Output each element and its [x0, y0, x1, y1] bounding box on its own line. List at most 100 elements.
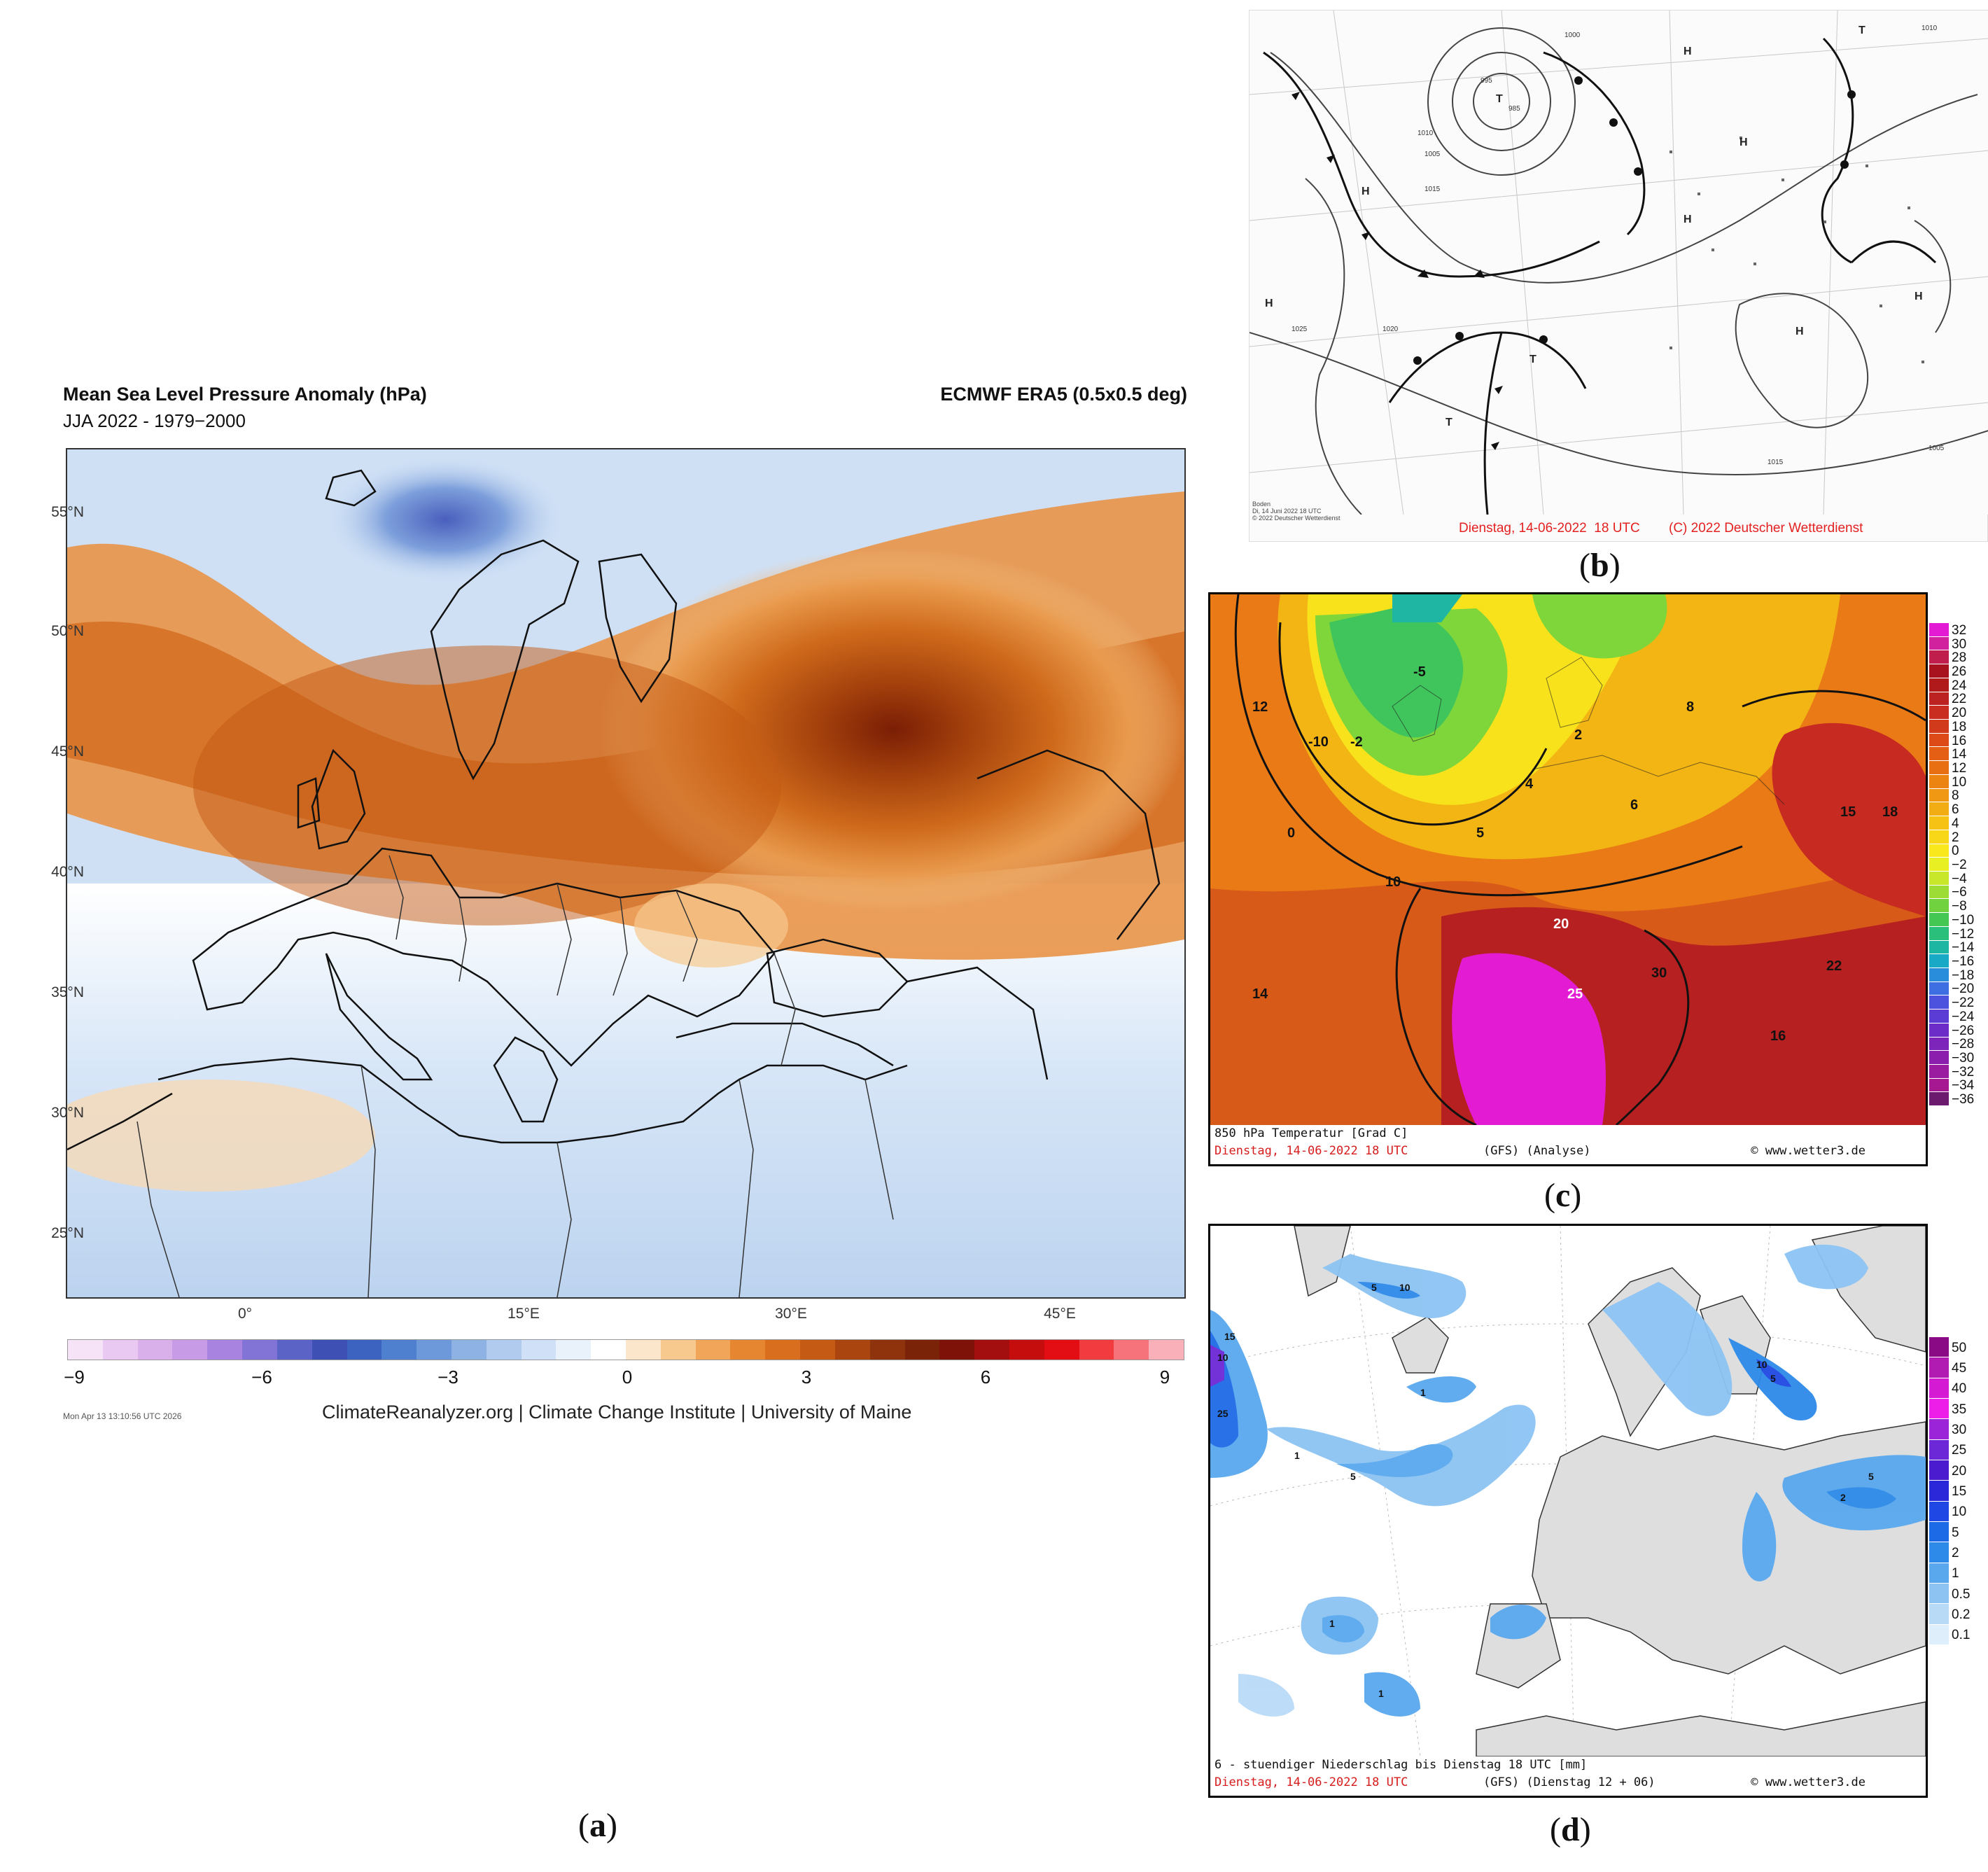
- pressure-anomaly-map: [39, 448, 1187, 1299]
- contour-label: 30: [1651, 965, 1667, 981]
- legend-swatch: [1929, 774, 1949, 789]
- legend-tick-label: −30: [1952, 1051, 1975, 1066]
- lon-label-45e: 45°E: [1044, 1306, 1076, 1322]
- legend-swatch: [1929, 885, 1949, 900]
- colorbar-swatch: [695, 1340, 731, 1360]
- contour-label: 12: [1252, 699, 1268, 715]
- legend-swatch: [1929, 720, 1949, 734]
- isobar-map: [1249, 10, 1988, 515]
- isobar-label: 1005: [1928, 445, 1945, 452]
- legend-swatch: [1929, 1010, 1949, 1024]
- panel-a-mslp-anomaly-map: Mean Sea Level Pressure Anomaly (hPa) JJ…: [39, 378, 1197, 1470]
- low-pressure-symbol: T: [1496, 93, 1503, 105]
- lon-label-15e: 15°E: [507, 1306, 540, 1322]
- legend-tick-label: 26: [1952, 664, 1967, 679]
- contour-label: 6: [1630, 797, 1639, 813]
- legend-swatch: [1929, 706, 1949, 720]
- legend-swatch: [1929, 816, 1949, 830]
- contour-label: 22: [1826, 958, 1842, 974]
- legend-swatch: [1929, 1037, 1949, 1052]
- colorbar-tick: −6: [251, 1367, 272, 1388]
- colorbar-swatch: [486, 1340, 522, 1360]
- colorbar-swatch: [1114, 1340, 1149, 1360]
- legend-tick-label: 0.1: [1952, 1628, 1970, 1643]
- legend-swatch: [1929, 982, 1949, 996]
- legend-swatch: [1929, 1501, 1949, 1522]
- colorbar-swatch: [137, 1340, 173, 1360]
- colorbar-swatch: [68, 1340, 103, 1360]
- precip-label: 10: [1756, 1359, 1768, 1370]
- legend-swatch: [1929, 1604, 1949, 1625]
- lon-label-0: 0°: [237, 1306, 253, 1322]
- legend-tick-label: 0.2: [1952, 1607, 1970, 1622]
- colorbar-swatch: [939, 1340, 975, 1360]
- contour-label: -5: [1413, 664, 1426, 680]
- colorbar-swatch: [102, 1340, 138, 1360]
- lat-label-40n: 40°N: [51, 864, 84, 880]
- legend-tick-label: −20: [1952, 982, 1975, 997]
- colorbar-swatch: [556, 1340, 592, 1360]
- colorbar-swatch: [1009, 1340, 1044, 1360]
- low-pressure-symbol: T: [1858, 25, 1865, 36]
- legend-swatch: [1929, 1337, 1949, 1358]
- legend-tick-label: 25: [1952, 1443, 1967, 1458]
- colorbar-swatch: [626, 1340, 661, 1360]
- colorbar-swatch: [451, 1340, 486, 1360]
- isobar-label: 1015: [1768, 459, 1784, 466]
- legend-swatch: [1929, 636, 1949, 651]
- legend-swatch: [1929, 1521, 1949, 1543]
- colorbar-swatch: [730, 1340, 766, 1360]
- contour-label: 8: [1686, 699, 1695, 715]
- legend-tick-label: −24: [1952, 1009, 1975, 1024]
- isobar-label: 1010: [1418, 130, 1434, 137]
- legend-tick-label: 14: [1952, 747, 1967, 762]
- legend-tick-label: −28: [1952, 1037, 1975, 1052]
- colorbar-swatch: [660, 1340, 696, 1360]
- colorbar-swatch: [207, 1340, 243, 1360]
- colorbar-swatch: [276, 1340, 312, 1360]
- contour-label: 25: [1567, 986, 1583, 1002]
- temperature-site: © www.wetter3.de: [1751, 1144, 1865, 1158]
- high-pressure-symbol: H: [1362, 186, 1370, 197]
- legend-tick-label: 24: [1952, 678, 1967, 693]
- map-credit: ClimateReanalyzer.org | Climate Change I…: [322, 1402, 912, 1423]
- panel-c-850hpa-temperature: -10 -5 0 5 10 15 20 25 30 -2 2 4 6 8 12 …: [1208, 592, 1928, 1166]
- colorbar-swatch: [904, 1340, 940, 1360]
- panel-label-c: (c): [1544, 1177, 1582, 1214]
- low-pressure-symbol: T: [1446, 417, 1452, 428]
- legend-swatch: [1929, 1563, 1949, 1584]
- temperature-field: [1210, 594, 1926, 1125]
- low-pressure-symbol: T: [1530, 354, 1536, 365]
- legend-tick-label: 8: [1952, 788, 1959, 804]
- legend-tick-label: −14: [1952, 940, 1975, 956]
- precip-label: 25: [1217, 1408, 1228, 1419]
- precipitation-map: 1 5 10 25 1 5 10 1 2 5 10 15 1 5: [1210, 1226, 1926, 1756]
- legend-swatch: [1929, 1624, 1949, 1645]
- panel-d-precipitation: 1 5 10 25 1 5 10 1 2 5 10 15 1 5 6 - stu…: [1208, 1224, 1928, 1798]
- legend-swatch: [1929, 871, 1949, 886]
- legend-swatch: [1929, 1439, 1949, 1460]
- colorbar-swatch: [1149, 1340, 1184, 1360]
- contour-label: 14: [1252, 986, 1268, 1002]
- legend-tick-label: −8: [1952, 899, 1967, 914]
- high-pressure-symbol: H: [1684, 46, 1692, 57]
- precip-label: 5: [1350, 1471, 1356, 1482]
- legend-swatch: [1929, 954, 1949, 968]
- legend-swatch: [1929, 761, 1949, 775]
- precip-label: 5: [1770, 1373, 1776, 1384]
- panel-b-surface-analysis: H H H H T T T H H T H 1010 1005 1015 102…: [1249, 10, 1988, 542]
- contour-label: 16: [1770, 1028, 1786, 1044]
- legend-swatch: [1929, 678, 1949, 692]
- precip-label: 1: [1294, 1450, 1300, 1461]
- legend-tick-label: 30: [1952, 1423, 1967, 1437]
- legend-tick-label: −18: [1952, 968, 1975, 983]
- high-pressure-symbol: H: [1795, 326, 1804, 337]
- colorbar-swatch: [869, 1340, 905, 1360]
- legend-tick-label: 32: [1952, 622, 1967, 638]
- legend-swatch: [1929, 844, 1949, 858]
- lat-label-30n: 30°N: [51, 1105, 84, 1121]
- precip-label: 10: [1217, 1352, 1228, 1363]
- render-timestamp: Mon Apr 13 13:10:56 UTC 2026: [63, 1411, 182, 1421]
- legend-swatch: [1929, 996, 1949, 1010]
- legend-swatch: [1929, 1065, 1949, 1079]
